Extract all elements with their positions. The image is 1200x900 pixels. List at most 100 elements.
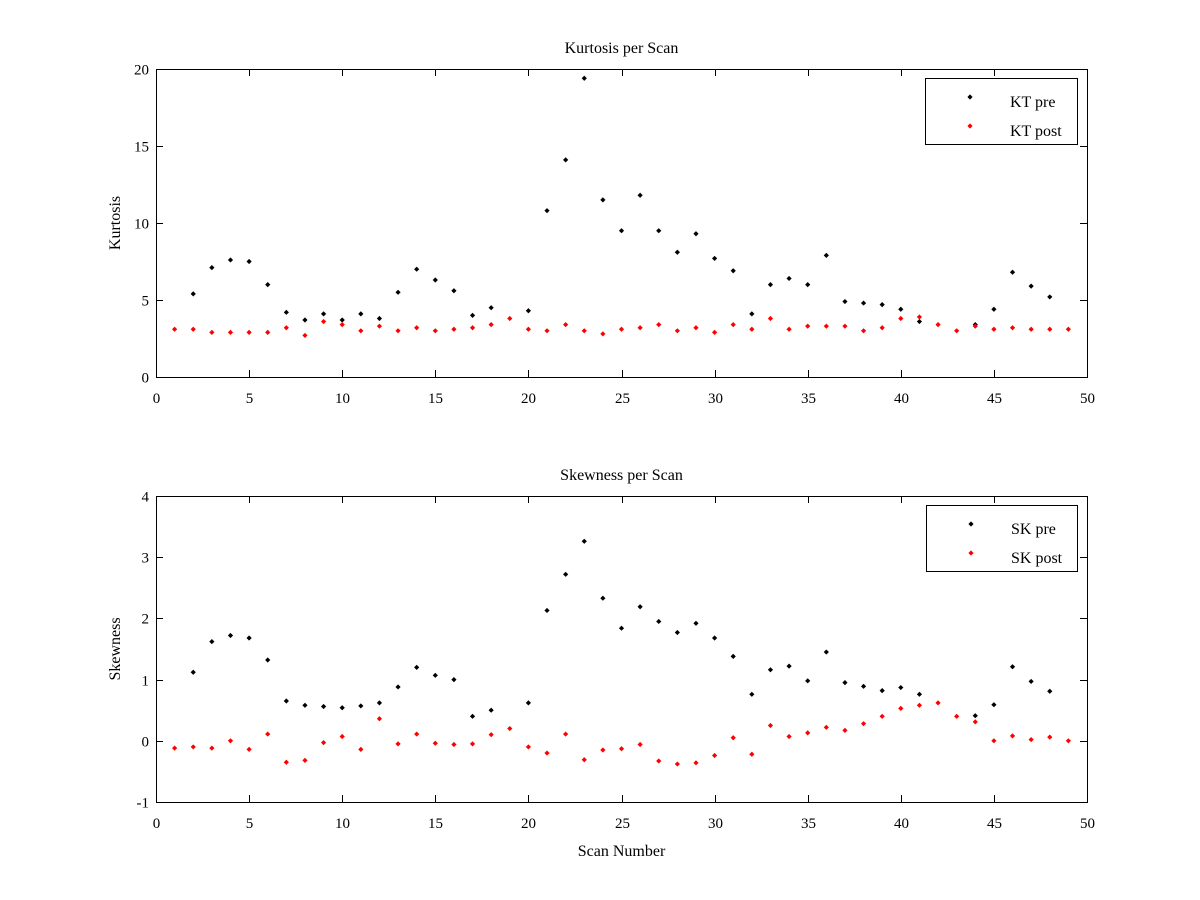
chart-title: Skewness per Scan [560,467,683,484]
data-point [227,257,234,263]
data-point [227,632,234,639]
data-point [656,758,662,764]
data-point [600,197,606,203]
data-point [1047,294,1053,300]
data-point [190,291,196,297]
data-point [916,702,923,708]
data-point [581,75,587,81]
data-point [1065,326,1071,332]
data-point [693,231,699,237]
data-point [507,725,513,732]
data-point [972,713,978,719]
x-tick-label: 15 [428,816,443,832]
x-tick-label: 45 [987,391,1002,407]
legend-entry: KT pre [1010,94,1055,111]
chart-1: 0 5 10 15 20 25 30 35 40 45 50 0 5 10 15 20 Kurtosis per… [107,40,1095,407]
x-tick-label: 50 [1080,391,1095,407]
data-point [730,735,736,741]
data-point [749,311,755,317]
data-point [414,731,420,737]
data-point [1009,733,1016,739]
data-point [376,315,383,322]
data-point [749,691,755,697]
data-point [563,571,569,577]
data-point [227,329,234,335]
data-point [1047,688,1053,694]
data-point [637,604,643,610]
data-point [935,322,941,328]
data-point [358,311,364,317]
data-point [879,325,885,331]
data-point [358,328,364,334]
data-point [600,747,606,753]
data-point [730,322,736,328]
data-point [190,669,196,675]
x-tick-label: 20 [521,391,536,407]
y-tick-label: 5 [142,294,150,310]
y-tick-label: -1 [137,796,150,812]
y-axis-label: Kurtosis [107,196,124,250]
legend-box [926,505,1078,572]
data-point [637,192,643,198]
data-point [860,300,867,306]
data-point [265,282,271,288]
x-tick-label: 25 [615,816,630,832]
data-point [227,738,234,744]
y-tick-label: 4 [142,490,150,506]
data-point [525,326,531,332]
legend: SK pre SK post [926,505,1078,572]
data-point [898,306,904,312]
legend-box [925,78,1078,145]
x-axis-label: Scan Number [578,843,666,860]
data-point [451,326,457,332]
data-point [730,268,736,274]
data-point [749,751,755,757]
data-point [469,312,476,318]
data-point [823,724,829,730]
data-point [563,731,569,737]
data-point [283,325,289,331]
data-point [656,322,662,328]
data-point [842,680,848,686]
data-point [805,730,811,736]
legend-marker [968,521,974,527]
data-point [320,311,327,317]
data-point [302,702,308,708]
series-sk-pre [190,538,1053,719]
data-point [935,700,941,706]
data-point [637,741,643,748]
data-point [414,325,420,331]
data-point [1028,678,1034,685]
data-point [376,700,383,706]
data-point [749,326,755,332]
data-point [712,635,718,641]
data-point [674,629,680,636]
data-point [544,750,550,756]
data-point [786,733,792,740]
data-point [190,744,196,750]
data-point [246,635,252,641]
data-point [767,282,774,288]
data-point [581,328,587,334]
series-kt-post [172,314,1071,339]
data-point [805,678,811,684]
data-point [693,325,699,331]
x-tick-label: 20 [521,816,536,832]
data-point [860,683,867,689]
data-point [172,326,178,332]
data-point [209,639,215,645]
data-point [544,328,550,334]
data-point [283,309,289,315]
data-point [469,325,476,331]
data-point [674,249,680,255]
data-point [265,731,271,737]
x-tick-label: 15 [428,391,443,407]
data-point [954,713,960,719]
data-point [1047,326,1053,332]
data-point [786,663,792,669]
data-point [172,745,178,751]
data-point [1028,283,1034,289]
data-point [488,707,494,713]
